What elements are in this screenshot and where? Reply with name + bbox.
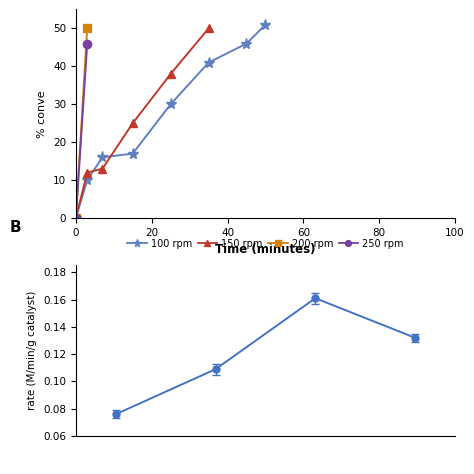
100 rpm <box>168 101 173 107</box>
100 rpm <box>73 215 79 221</box>
100 rpm <box>100 155 105 160</box>
150 rpm <box>100 166 105 172</box>
100 rpm <box>244 41 249 46</box>
100 rpm <box>130 151 136 156</box>
100 rpm <box>206 60 211 65</box>
Y-axis label: % conve: % conve <box>37 90 47 137</box>
Y-axis label: rate (M/min/g catalyst): rate (M/min/g catalyst) <box>27 291 37 410</box>
X-axis label: Time (minutes): Time (minutes) <box>215 243 316 256</box>
150 rpm <box>206 26 211 31</box>
150 rpm <box>73 215 79 221</box>
Line: 150 rpm: 150 rpm <box>72 24 213 222</box>
Line: 100 rpm: 100 rpm <box>70 19 271 224</box>
Text: B: B <box>9 220 21 236</box>
150 rpm <box>168 71 173 77</box>
150 rpm <box>84 170 90 175</box>
Legend: 100 rpm, 150 rpm, 200 rpm, 250 rpm: 100 rpm, 150 rpm, 200 rpm, 250 rpm <box>123 235 408 253</box>
100 rpm <box>84 177 90 183</box>
150 rpm <box>130 120 136 126</box>
100 rpm <box>263 22 268 27</box>
